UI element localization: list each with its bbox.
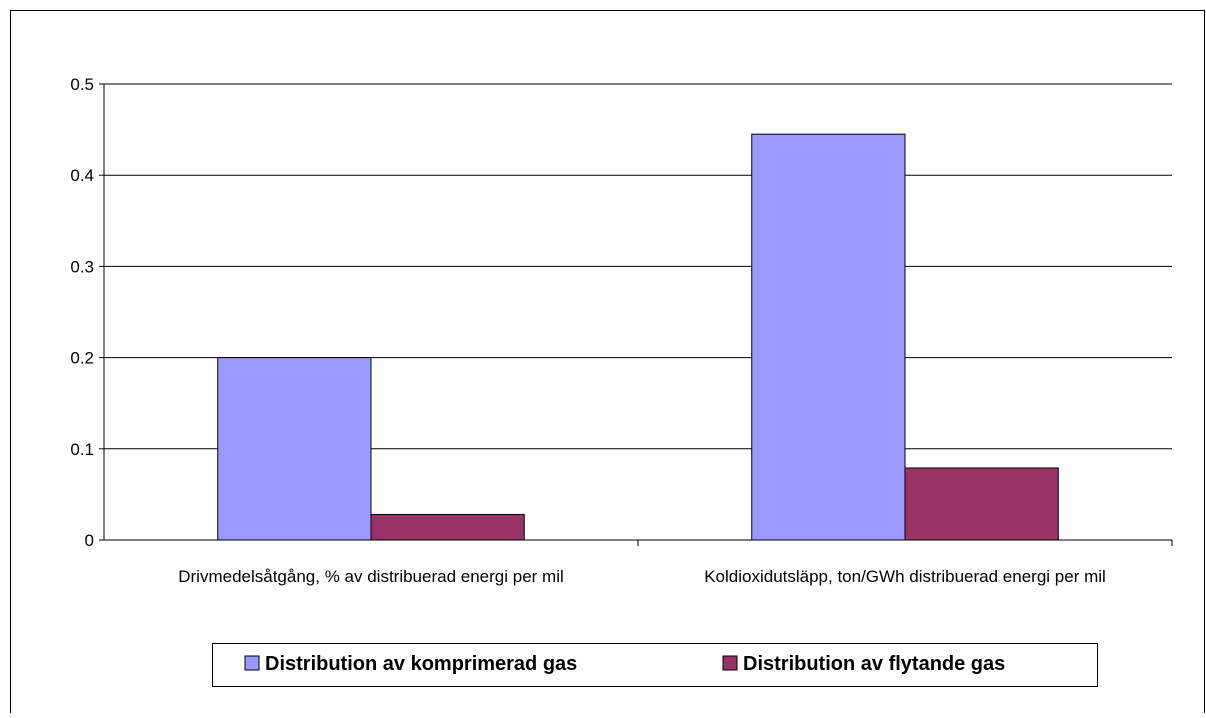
bar: [217, 357, 372, 541]
legend-box: [212, 643, 1098, 687]
y-tick-label: 0.2: [70, 349, 94, 368]
legend-swatch: [244, 655, 260, 671]
legend-swatch: [722, 655, 738, 671]
x-tick-label: Koldioxidutsläpp, ton/GWh distribuerad e…: [704, 567, 1106, 586]
y-tick-label: 0.4: [70, 166, 94, 185]
legend-label: Distribution av komprimerad gas: [265, 653, 577, 675]
x-tick-label: Drivmedelsåtgång, % av distribuerad ener…: [178, 567, 564, 586]
legend-label: Distribution av flytande gas: [743, 653, 1005, 675]
y-tick-label: 0.5: [70, 75, 94, 94]
y-tick-label: 0.1: [70, 440, 94, 459]
y-tick-label: 0: [85, 531, 94, 550]
bar: [751, 133, 906, 541]
bar: [904, 467, 1059, 541]
chart-frame: [10, 10, 1205, 718]
bar: [370, 513, 525, 541]
y-tick-label: 0.3: [70, 257, 94, 276]
